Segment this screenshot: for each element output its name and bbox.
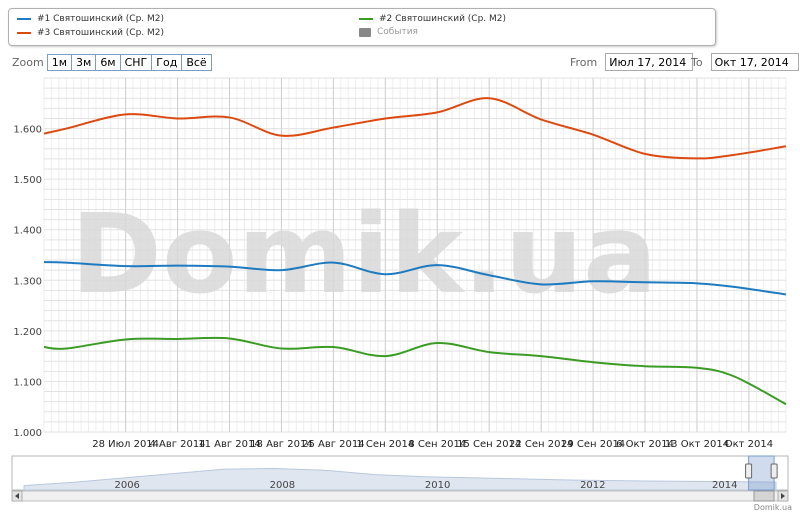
series-line-3	[43, 97, 787, 160]
from-label: From	[570, 55, 598, 69]
navigator-handle[interactable]	[745, 463, 753, 479]
x-tick-label: 25 Авг 2014	[302, 439, 365, 450]
watermark-text: Domik.ua	[71, 190, 658, 318]
navigator-area	[23, 467, 777, 491]
legend-label-3: #3 Святошинский (Ср. M2)	[37, 28, 165, 38]
chevron-left-icon	[15, 493, 19, 499]
range-from: From	[570, 53, 694, 71]
legend-item-series-1[interactable]: #1 Святошинский (Ср. M2)	[17, 14, 164, 24]
navigator-handle[interactable]	[770, 463, 778, 479]
legend-swatch-2	[359, 18, 373, 20]
x-tick-label: 1 Сен 2014	[356, 439, 414, 450]
y-tick-label: 1.400	[13, 226, 42, 237]
zoom-button-3m[interactable]: 3м	[71, 54, 97, 71]
legend-label-events: События	[377, 27, 418, 37]
navigator-year-label: 2010	[425, 480, 450, 491]
navigator-year-label: 2008	[270, 480, 295, 491]
legend: #1 Святошинский (Ср. M2) #3 Святошинский…	[8, 8, 716, 46]
legend-item-series-2[interactable]: #2 Святошинский (Ср. M2)	[359, 14, 506, 24]
legend-swatch-3	[17, 32, 31, 34]
x-tick-label: 29 Сен 2014	[561, 439, 625, 450]
x-tick-label: 8 Сен 2014	[408, 439, 466, 450]
x-tick-label: 28 Июл 2014	[92, 439, 159, 450]
navigator-selection[interactable]	[748, 455, 775, 491]
zoom-button-1m[interactable]: 1м	[46, 54, 73, 71]
zoom-button-ytd[interactable]: СНГ	[119, 54, 153, 71]
x-tick-label: 18 Авг 2014	[250, 439, 313, 450]
x-tick-label: Окт 2014	[725, 439, 773, 450]
zoom-button-all[interactable]: Всё	[181, 54, 212, 71]
x-tick-label: 6 Окт 2014	[616, 439, 674, 450]
navigator-year-label: 2012	[580, 480, 605, 491]
scrollbar-track	[11, 490, 789, 502]
x-tick-label: 13 Окт 2014	[665, 439, 729, 450]
from-date-input[interactable]	[605, 53, 694, 71]
chevron-right-icon	[781, 493, 785, 499]
series-line-2	[43, 336, 787, 406]
legend-label-2: #2 Святошинский (Ср. M2)	[379, 14, 507, 24]
y-tick-label: 1.500	[13, 175, 42, 186]
series-line-1	[43, 261, 787, 296]
navigator-year-label: 2014	[712, 480, 737, 491]
y-tick-label: 1.300	[13, 276, 42, 287]
zoom-label: Zoom	[12, 56, 44, 69]
y-tick-label: 1.100	[13, 377, 42, 388]
legend-swatch-1	[17, 18, 31, 20]
y-tick-label: 1.600	[13, 125, 42, 136]
x-tick-label: 4 Авг 2014	[149, 439, 205, 450]
credit-link[interactable]: Domik.ua	[753, 503, 792, 512]
x-tick-label: 15 Сен 2014	[457, 439, 521, 450]
x-tick-label: 22 Сен 2014	[509, 439, 573, 450]
scrollbar-thumb[interactable]	[753, 490, 775, 502]
zoom-bar: Zoom 1м 3м 6м СНГ Год Всё	[12, 54, 212, 71]
legend-item-events[interactable]: События	[359, 27, 418, 37]
range-to: To	[691, 53, 799, 71]
events-swatch	[359, 27, 371, 37]
y-tick-label: 1.000	[13, 428, 42, 439]
navigator-year-label: 2006	[114, 480, 139, 491]
legend-label-1: #1 Святошинский (Ср. M2)	[37, 14, 165, 24]
to-label: To	[691, 55, 703, 69]
x-tick-label: 11 Авг 2014	[198, 439, 261, 450]
y-tick-label: 1.200	[13, 327, 42, 338]
legend-item-series-3[interactable]: #3 Святошинский (Ср. M2)	[17, 28, 164, 38]
to-date-input[interactable]	[710, 53, 799, 71]
